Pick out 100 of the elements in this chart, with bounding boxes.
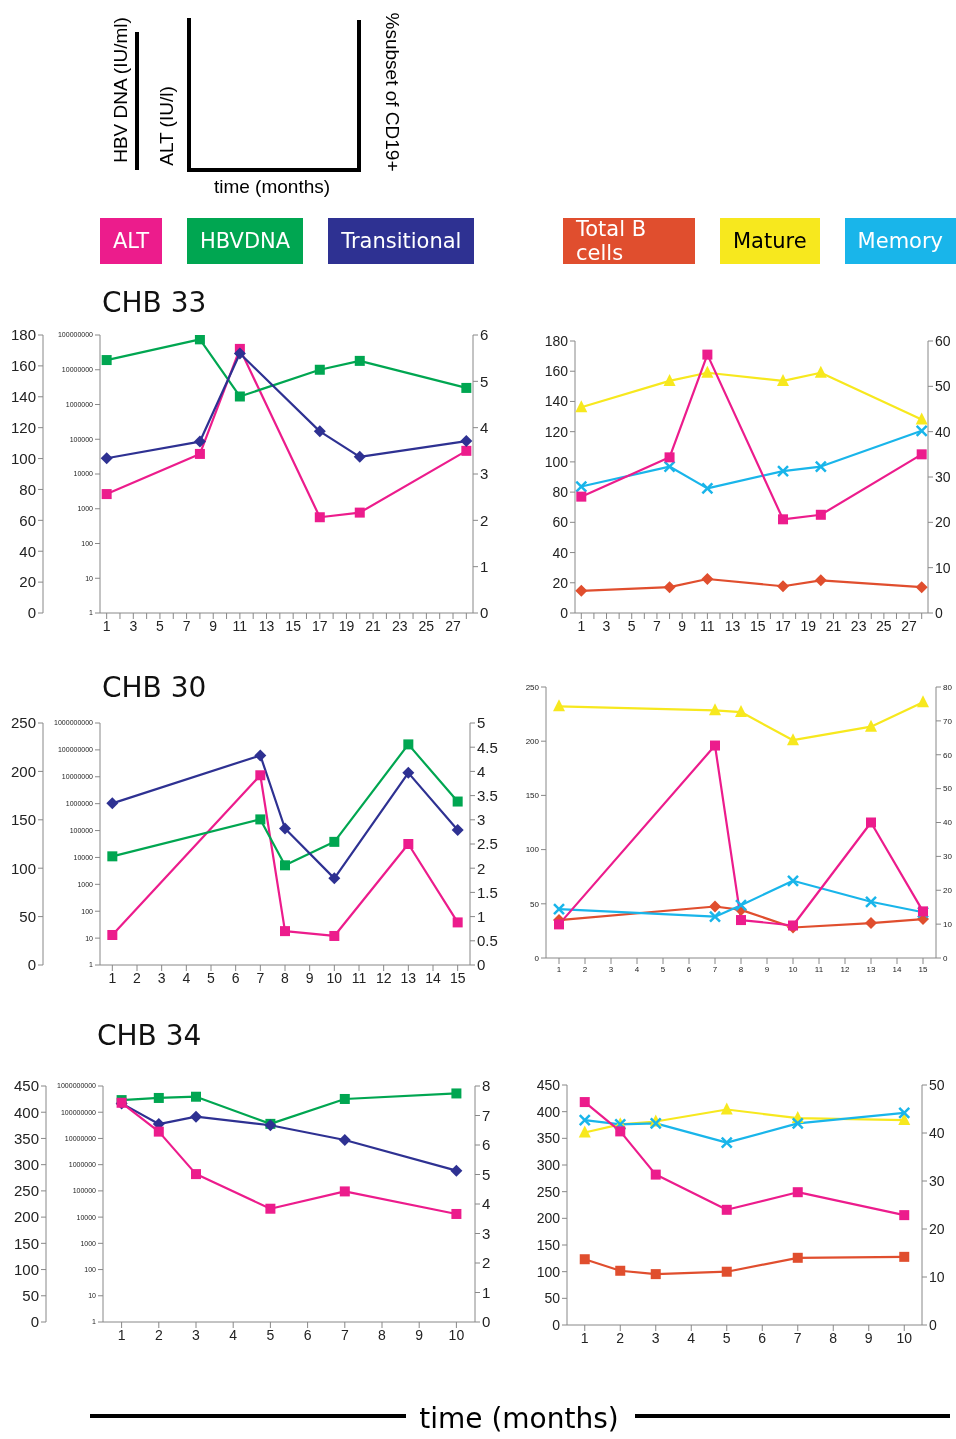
x-tick-label: 27 [445,617,462,634]
y2-tick-label: 40 [19,542,36,560]
x-tick-label: 13 [400,969,417,986]
y2-tick-label: 160 [10,357,36,375]
x-tick-label: 19 [338,617,355,634]
x-tick-label: 4 [634,964,640,974]
x-tick-label: 17 [312,617,328,634]
y3-tick-label: 8 [482,1077,491,1095]
x-tick-label: 9 [415,1326,424,1343]
x-tick-label: 1 [117,1326,126,1343]
x-tick-label: 5 [207,969,216,986]
y2-tick-label: 250 [13,1182,39,1200]
y2-tick-label: 20 [929,1220,945,1237]
y2-tick-label: 60 [935,332,951,349]
y2-tick-label: 30 [943,852,953,862]
text: ALT (IU/l) [156,86,177,166]
x-tick-label: 2 [582,964,588,974]
y3-tick-label: 1 [477,907,486,925]
y-tick-label: 300 [536,1156,561,1173]
x-tick-label: 10 [896,1329,913,1346]
text: Mature [719,218,820,264]
y2-tick-label: 10 [929,1268,945,1285]
y-tick-label: 250 [536,1183,561,1200]
y-tick-label: 80 [552,484,569,501]
y2-tick-label: 200 [10,762,36,780]
x-tick-label: 13 [866,964,876,974]
x-tick-label: 15 [285,617,302,634]
y2-tick-label: 450 [13,1077,39,1095]
x-tick-label: 5 [660,964,666,974]
y3-tick-label: 1 [480,557,489,575]
x-tick-label: 27 [901,617,918,634]
y3-tick-label: 0 [480,604,489,622]
x-tick-label: 13 [258,617,275,634]
y2-tick-label: 50 [929,1076,945,1093]
x-tick-label: 3 [129,617,138,634]
y-tick-label: 0 [534,953,540,963]
y3-tick-label: 4 [482,1195,491,1213]
x-tick-label: 3 [608,964,614,974]
y2-tick-label: 0 [27,956,36,974]
y2-tick-label: 60 [943,750,953,760]
x-tick-label: 14 [892,964,902,974]
y2-tick-label: 140 [10,388,36,406]
y-tick-label: 200 [536,1210,561,1227]
y2-tick-label: 30 [929,1172,945,1189]
y2-tick-label: 60 [19,511,36,529]
y3-tick-label: 3 [482,1224,491,1242]
y2-tick-label: 0 [935,604,943,621]
x-tick-label: 13 [724,617,741,634]
y-tick-label: 200 [525,737,540,747]
x-tick-label: 1 [580,1329,589,1346]
x-tick-label: 3 [192,1326,201,1343]
x-tick-label: 7 [793,1329,802,1346]
y2-tick-label: 300 [13,1155,39,1173]
y-tick-label: 50 [530,899,540,909]
y3-tick-label: 3 [480,465,489,483]
x-tick-label: 5 [156,617,165,634]
x-tick-label: 2 [616,1329,625,1346]
x-tick-label: 23 [391,617,408,634]
x-tick-label: 11 [232,617,248,634]
x-tick-label: 4 [229,1326,238,1343]
y-tick-label: 20 [552,574,569,591]
y3-tick-label: 2 [477,859,486,877]
chart-title: CHB 30 [102,671,207,704]
x-tick-label: 6 [231,969,240,986]
x-tick-label: 11 [351,969,367,986]
y2-tick-label: 40 [935,423,951,440]
x-tick-label: 19 [800,617,817,634]
y-tick-label: 100 [525,845,540,855]
y2-tick-label: 350 [13,1129,39,1147]
y-tick-label: 150 [525,791,540,801]
y-tick-label: 250 [525,682,540,692]
y3-tick-label: 7 [482,1106,491,1124]
x-tick-label: 11 [700,617,715,634]
x-tick-label: 15 [449,969,466,986]
y2-tick-label: 150 [13,1234,39,1252]
y2-tick-label: 70 [943,716,953,726]
y2-tick-label: 120 [10,418,36,436]
text: HBV DNA (IU/ml) [110,17,131,163]
x-tick-label: 21 [825,617,842,634]
x-tick-label: 9 [305,969,314,986]
x-tick-label: 21 [365,617,382,634]
y3-tick-label: 2 [480,511,489,529]
y2-tick-label: 80 [19,480,36,498]
x-tick-label: 9 [864,1329,873,1346]
text: ALT [100,218,163,264]
x-tick-label: 5 [266,1326,275,1343]
x-tick-label: 25 [418,617,435,634]
chart-title: CHB 33 [102,286,207,319]
y3-tick-label: 2.5 [477,835,498,853]
y2-tick-label: 40 [943,818,953,828]
x-tick-label: 1 [102,617,111,634]
y2-tick-label: 0 [27,604,36,622]
y2-tick-label: 150 [10,811,36,829]
y-tick-label: 100 [544,453,569,470]
x-tick-label: 6 [758,1329,767,1346]
x-tick-label: 1 [577,617,586,634]
text: Total B cells [563,217,695,265]
y2-tick-label: 0 [943,953,948,963]
y3-tick-label: 4.5 [477,738,498,756]
x-tick-label: 10 [326,969,343,986]
